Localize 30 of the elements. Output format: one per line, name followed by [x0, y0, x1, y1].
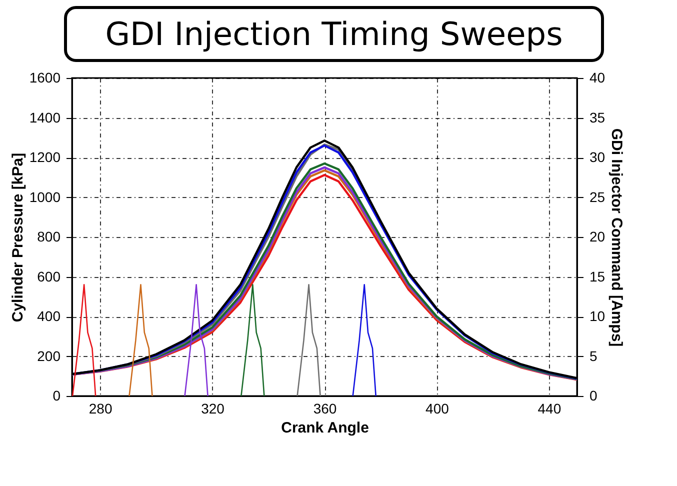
- y-tick-label: 600: [37, 268, 61, 284]
- x-tick-label: 320: [201, 400, 225, 416]
- y-tick-label: 1200: [29, 149, 61, 165]
- y-tick-label: 1000: [29, 188, 61, 205]
- x-tick-label: 280: [88, 400, 112, 416]
- y-tick-label: 400: [37, 308, 61, 324]
- y2-axis-title: GDi Injector Command [Amps]: [608, 128, 626, 347]
- y-axis-title: Cylinder Pressure [kPa]: [9, 152, 26, 322]
- chart-title: GDI Injection Timing Sweeps: [64, 6, 604, 62]
- y2-tick-label: 5: [590, 348, 598, 364]
- y-tick-label: 1600: [29, 70, 61, 86]
- y2-tick-label: 30: [590, 149, 606, 165]
- y-tick-label: 200: [37, 348, 61, 364]
- y2-tick-label: 40: [590, 70, 606, 86]
- y2-tick-label: 35: [590, 109, 606, 126]
- line-series: [240, 284, 265, 396]
- y2-tick-label: 20: [590, 228, 606, 244]
- x-tick-label: 360: [313, 400, 337, 416]
- x-tick-label: 440: [538, 400, 562, 416]
- y2-tick-label: 15: [590, 268, 606, 284]
- y2-tick-label: 0: [590, 388, 598, 404]
- line-series: [352, 284, 376, 396]
- y2-tick-label: 25: [590, 188, 606, 205]
- y-tick-label: 0: [52, 388, 61, 404]
- x-tick-label: 400: [426, 400, 450, 416]
- x-axis-title: Crank Angle: [281, 420, 369, 436]
- y-tick-label: 1400: [29, 109, 61, 126]
- y2-tick-label: 10: [590, 308, 606, 324]
- line-series: [296, 284, 321, 396]
- y-tick-label: 800: [37, 228, 61, 244]
